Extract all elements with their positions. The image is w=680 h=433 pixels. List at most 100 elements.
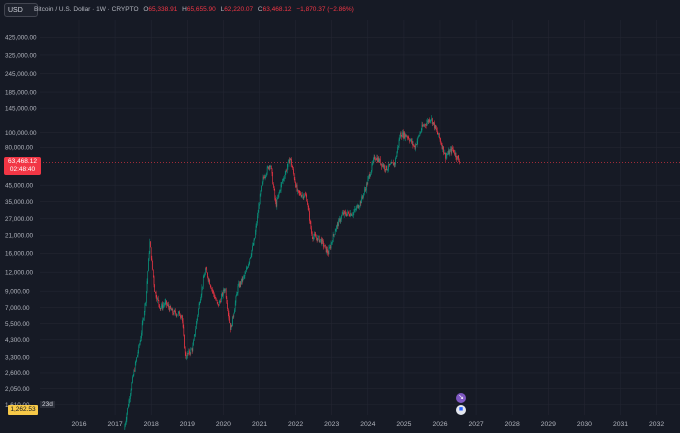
candle-body	[411, 141, 413, 143]
candle-body	[352, 214, 353, 216]
flag-icon[interactable]: ■	[456, 405, 466, 415]
candle-body	[236, 293, 238, 294]
candle-body	[295, 182, 296, 188]
candle-body	[223, 289, 224, 296]
candle-body	[336, 223, 338, 226]
candle-body	[453, 149, 455, 153]
candle-body	[301, 195, 303, 197]
candle-body	[359, 205, 360, 208]
candle-body	[204, 274, 205, 277]
exchange-icon[interactable]: ↘	[456, 393, 466, 403]
candle-body	[449, 150, 451, 155]
candle-body	[207, 277, 209, 281]
candle-body	[296, 184, 298, 192]
candle-body	[387, 168, 389, 170]
candle-body	[420, 130, 422, 133]
candle-body	[385, 165, 387, 171]
candle-body	[289, 158, 291, 164]
time-tick-label: 2032	[649, 421, 664, 428]
ohlc-high-key: H	[182, 6, 187, 13]
candle-body	[399, 137, 401, 140]
candle-body	[303, 196, 305, 199]
symbol-title[interactable]: Bitcoin / U.S. Dollar · 1W · CRYPTO	[34, 6, 139, 13]
candle-body	[389, 164, 391, 166]
price-tick-label: 35,000.00	[5, 199, 34, 206]
candle-body	[137, 355, 138, 358]
candle-body	[398, 139, 400, 146]
candle-body	[330, 243, 332, 249]
candle-body	[236, 293, 237, 297]
candle-body	[291, 165, 293, 168]
time-axis[interactable]: 2016 2017 2018 2019 2020 2021 2022 2023 2024 2025…	[71, 421, 664, 428]
candle-body	[364, 189, 366, 191]
candle-body	[142, 319, 144, 324]
candle-body	[455, 152, 457, 158]
candle-body	[132, 375, 134, 377]
candle-body	[195, 329, 196, 335]
candle-body	[210, 286, 212, 289]
candle-body	[153, 276, 155, 285]
candle-body	[185, 352, 187, 359]
candle-body	[238, 283, 239, 286]
candle-body	[140, 338, 142, 342]
candle-body	[200, 294, 202, 299]
candle-body	[259, 204, 260, 206]
candle-body	[420, 132, 421, 134]
candle-body	[139, 341, 141, 345]
candle-body	[339, 218, 340, 220]
candle-body	[215, 298, 217, 300]
candle-body	[266, 167, 268, 174]
candle-body	[188, 350, 189, 354]
candle-body	[175, 313, 177, 316]
candle-body	[445, 155, 447, 159]
candle-body	[300, 192, 301, 195]
candle-body	[380, 163, 382, 165]
candle-body	[345, 214, 347, 216]
candle-body	[174, 310, 176, 312]
candle-body	[428, 119, 430, 123]
candle-body	[264, 177, 265, 179]
price-axis[interactable]: 425,000.00 325,000.00 245,000.00 185,000.00…	[5, 35, 37, 409]
candle-body	[418, 136, 419, 138]
candle-body	[434, 125, 436, 129]
candle-body	[262, 177, 264, 182]
candle-body	[264, 176, 266, 179]
candle-body	[343, 212, 344, 215]
candle-body	[161, 304, 162, 308]
time-tick-label: 2031	[613, 421, 628, 428]
candle-body	[337, 223, 339, 227]
candle-body	[125, 422, 126, 426]
candle-body	[248, 262, 250, 265]
candle-body	[257, 212, 259, 216]
candle-body	[390, 163, 392, 165]
grid-lines	[40, 20, 680, 415]
last-price-value: 63,468.12	[8, 157, 37, 165]
candle-body	[317, 237, 319, 241]
candle-body	[171, 308, 173, 311]
candle-body	[193, 340, 194, 346]
candle-body	[318, 236, 319, 238]
candle-body	[225, 289, 227, 298]
candle-body	[139, 344, 140, 346]
candle-body	[134, 362, 136, 372]
candle-body	[322, 239, 323, 242]
currency-button[interactable]: USD	[4, 3, 38, 17]
candle-body	[157, 297, 159, 301]
candle-body	[286, 166, 288, 171]
candle-body	[419, 133, 421, 136]
candle-body	[388, 163, 389, 169]
candle-body	[239, 283, 240, 287]
candle-body	[395, 156, 397, 159]
candle-body	[187, 353, 188, 358]
candle-body	[315, 235, 317, 238]
candle-body	[166, 300, 167, 305]
time-tick-label: 2022	[288, 421, 303, 428]
candle-body	[360, 201, 362, 204]
candle-body	[198, 308, 199, 316]
candle-body	[356, 206, 357, 210]
candle-body	[217, 302, 219, 304]
candle-body	[452, 147, 453, 149]
candle-body	[159, 308, 161, 309]
